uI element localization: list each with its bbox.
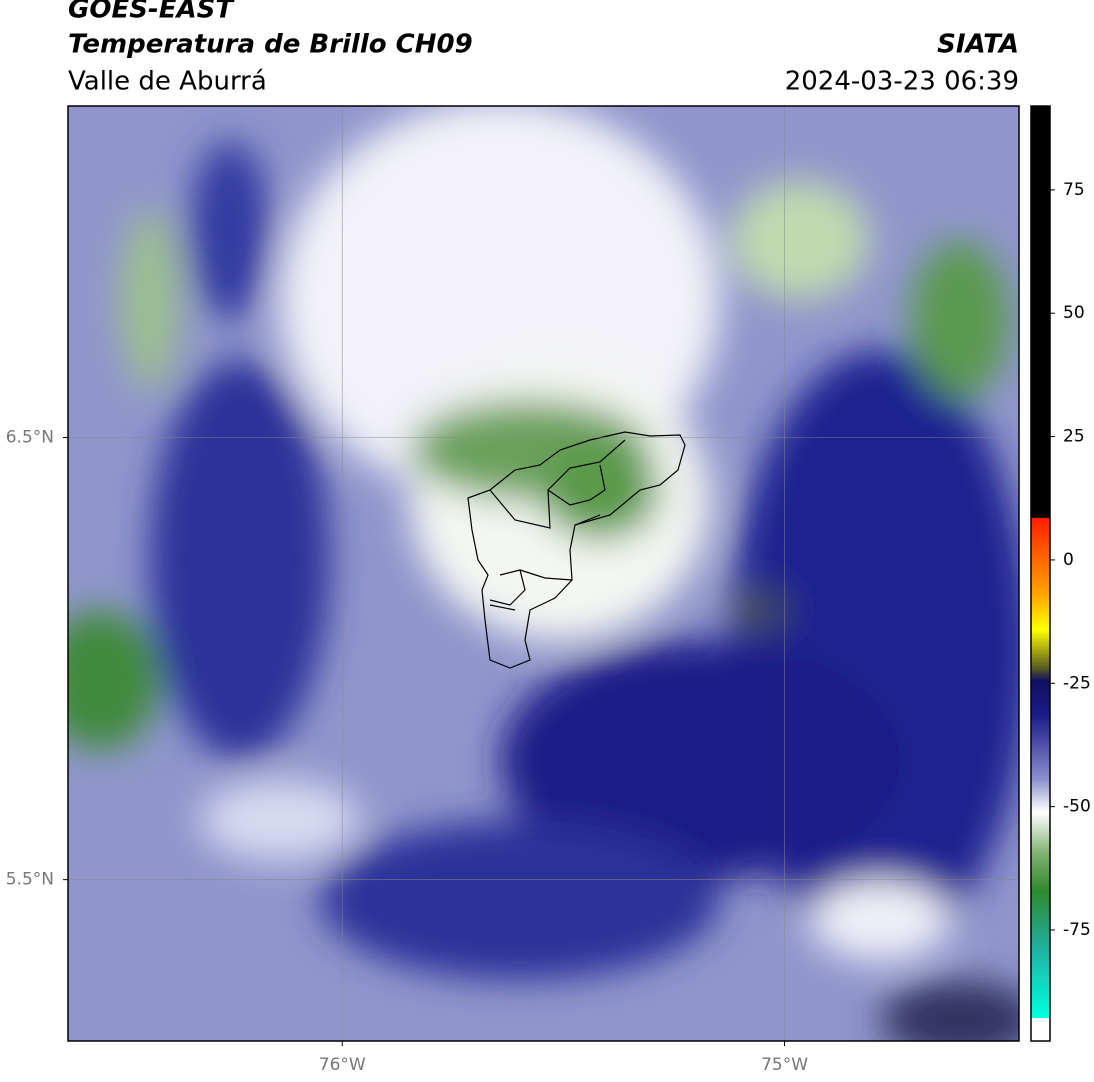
colorbar-tick-label: 0 bbox=[1063, 550, 1074, 570]
basin-outline bbox=[467, 431, 686, 669]
title: GOES-EAST bbox=[68, 0, 235, 25]
x-tick-label: 75°W bbox=[761, 1055, 808, 1075]
region: Valle de Aburrá bbox=[68, 67, 267, 97]
satellite-image bbox=[68, 106, 1019, 1041]
y-tick-label: 5.5°N bbox=[6, 870, 54, 890]
colorbar bbox=[1030, 105, 1051, 1042]
colorbar-tick-label: -75 bbox=[1063, 920, 1091, 940]
colorbar-tick-label: 75 bbox=[1063, 180, 1085, 200]
colorbar-tick-label: -50 bbox=[1063, 797, 1091, 817]
map-frame bbox=[67, 105, 1020, 1042]
source: SIATA bbox=[937, 30, 1019, 60]
colorbar-tick-label: 50 bbox=[1063, 303, 1085, 323]
x-tick-label: 76°W bbox=[319, 1055, 366, 1075]
colorbar-tick-label: -25 bbox=[1063, 673, 1091, 693]
y-tick-label: 6.5°N bbox=[6, 428, 54, 448]
datetime: 2024-03-23 06:39 bbox=[785, 67, 1019, 97]
colorbar-tick-label: 25 bbox=[1063, 427, 1085, 447]
subtitle: Temperatura de Brillo CH09 bbox=[68, 30, 473, 60]
